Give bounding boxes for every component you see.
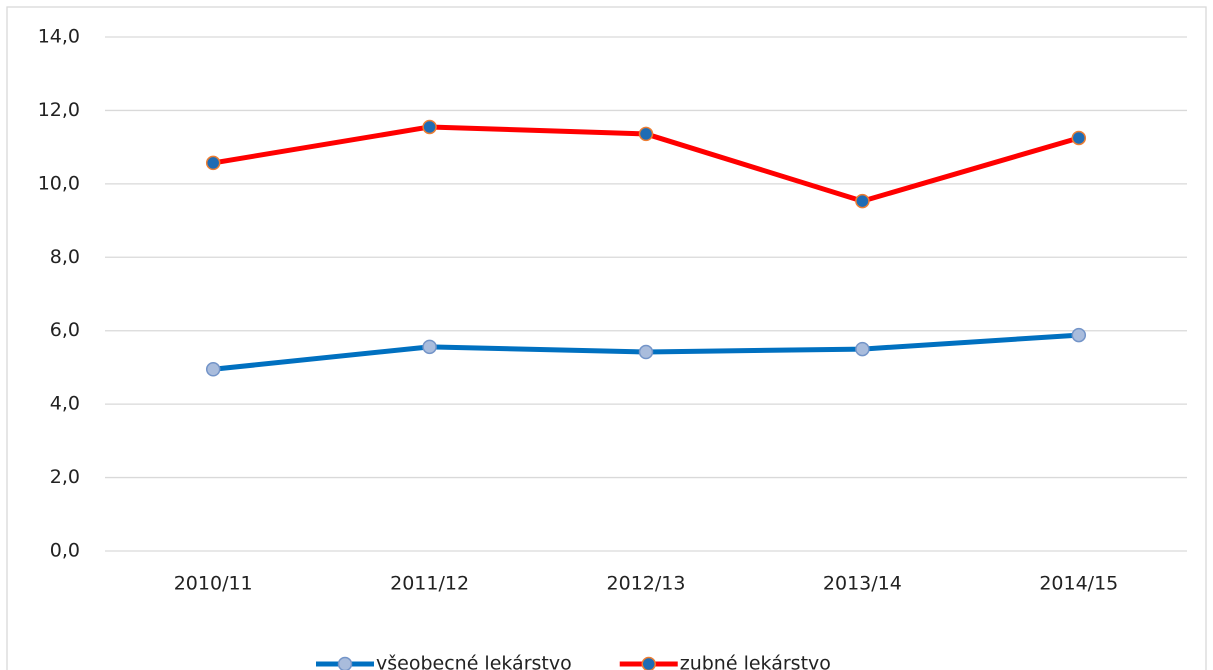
y-tick-label: 0,0: [50, 540, 80, 562]
point: [1071, 130, 1087, 146]
y-tick-label: 12,0: [38, 99, 80, 121]
y-tick-label: 6,0: [50, 319, 80, 341]
point: [422, 339, 437, 355]
legend-label: zubné lekárstvo: [680, 653, 831, 670]
point: [855, 341, 870, 357]
point: [638, 126, 654, 142]
x-tick-label: 2010/11: [174, 573, 253, 595]
point: [205, 155, 221, 171]
legend-marker: [337, 656, 353, 670]
point: [855, 193, 870, 209]
point: [1071, 327, 1087, 343]
y-tick-label: 4,0: [50, 393, 80, 415]
legend-label: všeobecné lekárstvo: [376, 653, 572, 670]
y-tick-label: 2,0: [50, 466, 80, 488]
chart-frame: [6, 6, 1207, 670]
x-tick-label: 2011/12: [390, 573, 469, 595]
point: [638, 344, 654, 360]
x-tick-label: 2012/13: [607, 573, 686, 595]
point: [205, 362, 221, 377]
y-tick-label: 10,0: [38, 172, 80, 194]
y-tick-label: 14,0: [38, 26, 80, 48]
point: [422, 119, 437, 135]
x-tick-label: 2014/15: [1039, 573, 1118, 595]
x-tick-label: 2013/14: [823, 573, 902, 595]
legend-marker: [641, 656, 656, 670]
y-tick-label: 8,0: [50, 246, 80, 268]
